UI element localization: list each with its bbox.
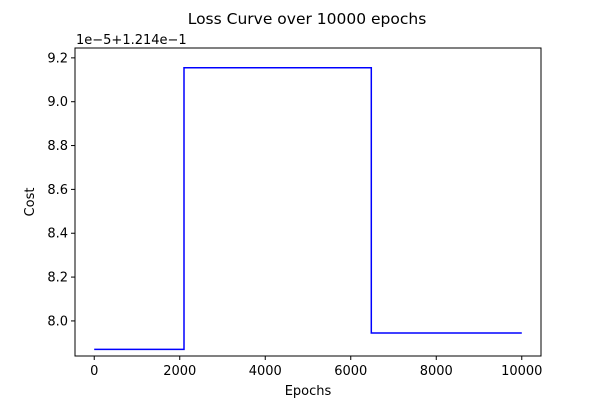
x-axis-ticks: 0 2000 4000 6000 8000 10000 (90, 356, 542, 379)
y-axis-ticks: 8.0 8.2 8.4 8.6 8.8 9.0 9.2 (47, 51, 75, 329)
y-tick-label: 9.2 (47, 51, 68, 66)
x-tick-label: 4000 (249, 364, 282, 379)
x-tick-label: 0 (90, 364, 98, 379)
y-tick-label: 8.4 (47, 227, 68, 242)
y-tick-label: 9.0 (47, 95, 68, 110)
x-tick-label: 6000 (334, 364, 367, 379)
y-axis-offset-text: 1e−5+1.214e−1 (76, 33, 187, 48)
series-line-cost (94, 66, 522, 351)
y-tick-label: 8.6 (47, 183, 68, 198)
x-tick-label: 8000 (420, 364, 453, 379)
y-tick-label: 8.0 (47, 314, 68, 329)
chart-title: Loss Curve over 10000 epochs (188, 10, 427, 28)
plot-area-frame (74, 47, 542, 357)
x-axis-label: Epochs (285, 384, 332, 399)
y-tick-label: 8.8 (47, 139, 68, 154)
x-tick-label: 2000 (163, 364, 196, 379)
y-tick-label: 8.2 (47, 271, 68, 286)
x-tick-label: 10000 (501, 364, 542, 379)
y-axis-label: Cost (23, 188, 38, 217)
